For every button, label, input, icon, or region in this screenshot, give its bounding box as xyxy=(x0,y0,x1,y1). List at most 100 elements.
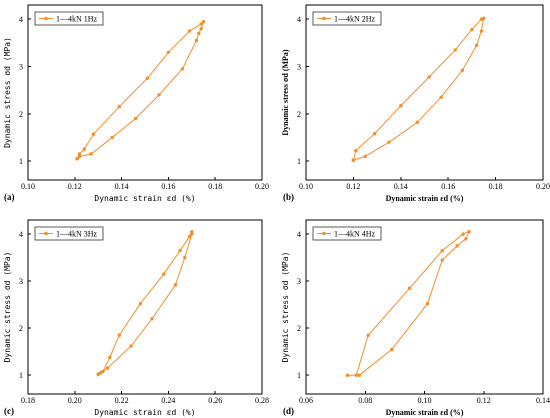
y-tick-label: 4 xyxy=(19,15,23,24)
x-tick-label: 0.14 xyxy=(115,182,129,191)
data-point xyxy=(440,248,444,253)
data-point xyxy=(467,230,471,234)
legend-box xyxy=(34,226,104,241)
data-point xyxy=(110,135,114,140)
data-point xyxy=(415,120,420,124)
data-point xyxy=(77,154,82,159)
data-point xyxy=(77,152,82,156)
x-tick-label: 0.06 xyxy=(299,396,313,405)
y-tick-label: 3 xyxy=(19,62,23,71)
data-point xyxy=(354,148,358,153)
legend-box xyxy=(312,226,382,241)
y-axis-title: Dynamic stress σd (MPa) xyxy=(3,252,12,363)
y-tick-label: 4 xyxy=(19,230,23,239)
x-axis-title: Dynamic strain εd (%) xyxy=(94,194,195,203)
legend-marker xyxy=(322,16,326,21)
data-point xyxy=(464,237,468,241)
plot-frame xyxy=(305,4,544,181)
data-point xyxy=(482,16,486,20)
data-point xyxy=(82,147,86,151)
chart-panel-3: 0.18 0.20 0.22 0.24 0.26 0.28 1 2 3 4 Dynamic stra… xyxy=(3,219,269,417)
x-tick-label: 0.10 xyxy=(21,182,35,191)
data-point xyxy=(183,255,187,260)
data-point xyxy=(455,244,459,248)
x-tick-label: 0.14 xyxy=(536,396,550,405)
plot-frame xyxy=(27,219,263,395)
legend-marker xyxy=(44,16,48,21)
data-point xyxy=(453,48,458,52)
y-tick-label: 4 xyxy=(297,230,301,239)
data-point xyxy=(474,43,479,47)
data-point xyxy=(470,27,474,32)
data-point xyxy=(145,76,150,81)
data-point xyxy=(166,50,171,54)
x-tick-label: 0.18 xyxy=(208,182,222,191)
panel-label: (c) xyxy=(4,406,14,416)
legend-marker xyxy=(322,231,326,236)
data-point xyxy=(479,29,484,33)
series-line xyxy=(97,231,193,375)
series-line xyxy=(352,17,485,161)
data-point xyxy=(363,154,367,159)
data-point xyxy=(199,26,203,31)
data-point xyxy=(178,248,182,253)
data-point xyxy=(387,140,391,144)
data-point xyxy=(197,31,201,36)
data-point xyxy=(117,333,121,337)
series-line xyxy=(76,21,204,160)
data-point xyxy=(157,93,161,97)
series-line xyxy=(347,230,470,376)
x-tick-label: 0.20 xyxy=(255,182,269,191)
x-axis-title: Dynamic strain εd (%) xyxy=(386,408,464,417)
data-point xyxy=(440,258,444,262)
x-tick-label: 0.20 xyxy=(536,182,550,191)
legend-box xyxy=(312,11,382,26)
data-point xyxy=(390,347,394,352)
y-tick-label: 3 xyxy=(297,62,301,71)
x-tick-label: 0.24 xyxy=(161,396,175,405)
x-tick-label: 0.10 xyxy=(299,182,313,191)
data-point xyxy=(96,372,100,376)
y-tick-label: 2 xyxy=(297,110,301,119)
y-tick-label: 1 xyxy=(19,371,23,380)
data-point xyxy=(75,157,79,161)
data-point xyxy=(108,355,112,360)
legend-label: 1—4kN 4Hz xyxy=(334,230,376,239)
data-point xyxy=(138,302,143,306)
data-point xyxy=(354,373,359,377)
data-point xyxy=(89,152,93,156)
x-axis-title: Dynamic strain εd (%) xyxy=(94,408,195,417)
x-tick-label: 0.20 xyxy=(68,396,82,405)
plot-frame xyxy=(27,4,263,181)
y-tick-label: 4 xyxy=(297,15,301,24)
x-tick-label: 0.12 xyxy=(68,182,82,191)
panel-label: (d) xyxy=(283,406,294,416)
x-tick-label: 0.08 xyxy=(358,396,372,405)
legend-label: 1—4kN 3Hz xyxy=(56,230,98,239)
x-tick-label: 0.16 xyxy=(161,182,175,191)
y-axis-title: Dynamic stress σd (MPa) xyxy=(281,252,290,363)
x-axis-title: Dynamic strain εd (%) xyxy=(386,194,464,203)
data-point xyxy=(129,344,133,348)
x-tick-label: 0.28 xyxy=(255,396,269,405)
chart-panel-4: 0.06 0.08 0.10 0.12 0.14 1 2 3 4 Dynamic strain ε… xyxy=(281,219,550,417)
x-tick-label: 0.18 xyxy=(489,182,503,191)
x-tick-label: 0.26 xyxy=(208,396,222,405)
data-point xyxy=(460,68,465,72)
data-point xyxy=(366,333,370,337)
panel-label: (b) xyxy=(283,192,294,202)
y-tick-label: 2 xyxy=(19,324,23,333)
data-point xyxy=(105,366,110,370)
data-point xyxy=(190,232,194,236)
data-point xyxy=(117,104,121,109)
data-point xyxy=(190,230,194,234)
data-point xyxy=(351,158,356,162)
data-point xyxy=(194,38,199,43)
panel-label: (a) xyxy=(4,192,15,202)
data-point xyxy=(425,302,430,306)
data-point xyxy=(180,67,185,71)
legend-label: 1—4kN 1Hz xyxy=(56,15,98,24)
data-point xyxy=(357,373,362,377)
y-tick-label: 1 xyxy=(19,157,23,166)
